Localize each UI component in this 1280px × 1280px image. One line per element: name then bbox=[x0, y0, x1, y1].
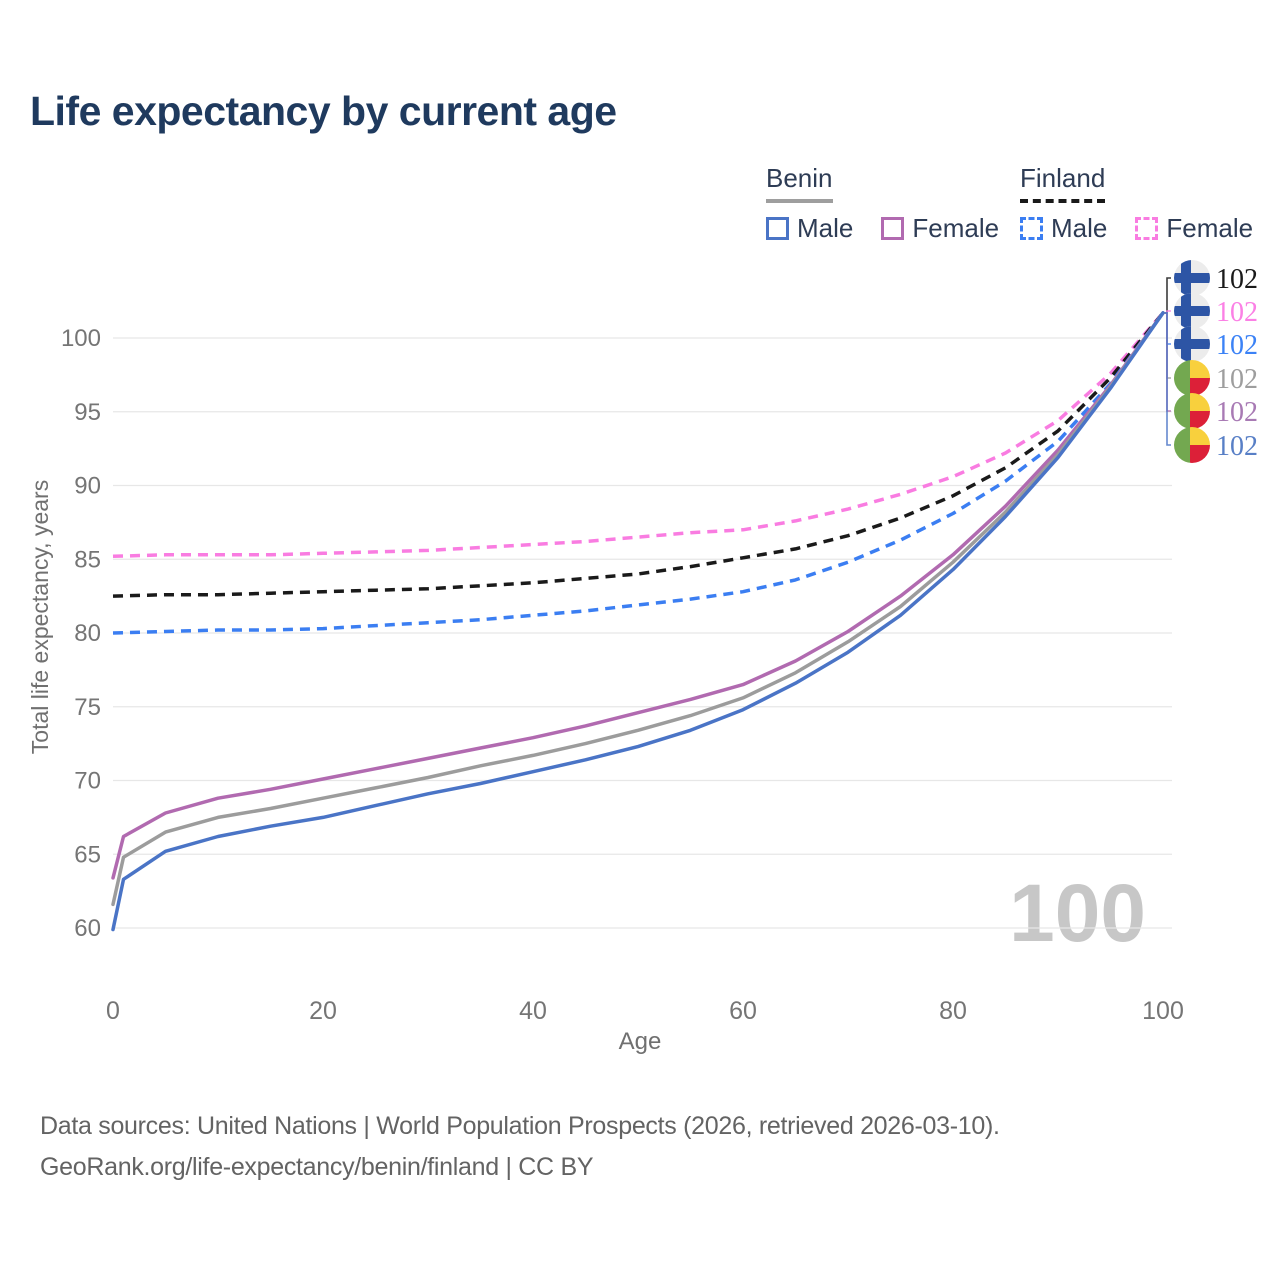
end-label-value-benin_female: 102 bbox=[1216, 397, 1258, 428]
end-label-benin_female[interactable]: 102 bbox=[1174, 393, 1258, 429]
x-tick-80: 80 bbox=[939, 997, 967, 1025]
end-label-finland_female[interactable]: 102 bbox=[1174, 293, 1258, 329]
end-label-value-finland_male: 102 bbox=[1216, 330, 1258, 361]
y-tick-65: 65 bbox=[74, 841, 101, 868]
finland-flag-icon bbox=[1174, 326, 1210, 362]
y-tick-90: 90 bbox=[74, 473, 101, 500]
finland-female-swatch-icon bbox=[1135, 217, 1159, 240]
leader-line-benin_male bbox=[1163, 312, 1171, 446]
end-label-value-benin_male: 102 bbox=[1216, 431, 1258, 462]
y-tick-70: 70 bbox=[74, 768, 101, 795]
legend-group-finland: Finland Male Female bbox=[1020, 163, 1253, 244]
y-tick-60: 60 bbox=[74, 915, 101, 942]
legend-label-finland-female: Female bbox=[1166, 213, 1254, 243]
x-axis-title: Age bbox=[619, 1028, 662, 1055]
series-line-benin_male[interactable] bbox=[111, 311, 1165, 932]
x-tick-100: 100 bbox=[1142, 997, 1184, 1025]
y-tick-85: 85 bbox=[74, 546, 101, 573]
y-tick-80: 80 bbox=[74, 620, 101, 647]
x-tick-20: 20 bbox=[309, 997, 337, 1025]
series-line-benin_total[interactable] bbox=[111, 311, 1165, 907]
footer-link[interactable]: GeoRank.org/life-expectancy/benin/finlan… bbox=[40, 1153, 594, 1181]
x-tick-0: 0 bbox=[106, 997, 120, 1025]
series-line-finland_total[interactable] bbox=[112, 311, 1165, 598]
legend-item-finland-male[interactable]: Male bbox=[1020, 213, 1107, 244]
legend-country-finland[interactable]: Finland bbox=[1020, 163, 1106, 203]
legend-group-benin: Benin Male Female bbox=[766, 163, 999, 244]
series-line-finland_male[interactable] bbox=[112, 311, 1165, 635]
legend-item-finland-female[interactable]: Female bbox=[1135, 213, 1253, 244]
finland-flag-icon bbox=[1174, 260, 1210, 296]
legend-label-finland-male: Male bbox=[1051, 213, 1108, 243]
legend-item-benin-female[interactable]: Female bbox=[881, 213, 999, 244]
footer: Data sources: United Nations | World Pop… bbox=[40, 1106, 1000, 1188]
finland-male-swatch-icon bbox=[1020, 217, 1043, 240]
end-label-benin_total[interactable]: 102 bbox=[1174, 360, 1258, 396]
end-label-finland_male[interactable]: 102 bbox=[1174, 326, 1258, 362]
series-line-finland_female[interactable] bbox=[112, 311, 1165, 559]
end-label-benin_male[interactable]: 102 bbox=[1174, 427, 1258, 463]
end-label-value-benin_total: 102 bbox=[1216, 364, 1258, 395]
chart-title: Life expectancy by current age bbox=[30, 88, 617, 134]
legend-label-benin-male: Male bbox=[797, 213, 854, 243]
legend-country-benin[interactable]: Benin bbox=[766, 163, 833, 203]
legend-item-benin-male[interactable]: Male bbox=[766, 213, 853, 244]
age-watermark: 100 bbox=[1009, 868, 1146, 959]
legend-label-benin-female: Female bbox=[912, 213, 1000, 243]
finland-flag-icon bbox=[1174, 293, 1210, 329]
y-tick-100: 100 bbox=[61, 325, 101, 352]
end-label-value-finland_total: 102 bbox=[1216, 264, 1258, 295]
end-label-finland_total[interactable]: 102 bbox=[1174, 260, 1258, 296]
benin-female-swatch-icon bbox=[881, 217, 905, 240]
x-tick-60: 60 bbox=[729, 997, 757, 1025]
end-label-value-finland_female: 102 bbox=[1216, 297, 1258, 328]
benin-male-swatch-icon bbox=[766, 217, 789, 240]
y-axis-title: Total life expectancy, years bbox=[27, 480, 53, 754]
footer-sources: Data sources: United Nations | World Pop… bbox=[40, 1112, 1000, 1140]
y-tick-95: 95 bbox=[74, 399, 101, 426]
y-tick-75: 75 bbox=[74, 694, 101, 721]
series-line-benin_female[interactable] bbox=[111, 311, 1165, 880]
leader-line-finland_total bbox=[1163, 277, 1171, 314]
x-tick-40: 40 bbox=[519, 997, 547, 1025]
